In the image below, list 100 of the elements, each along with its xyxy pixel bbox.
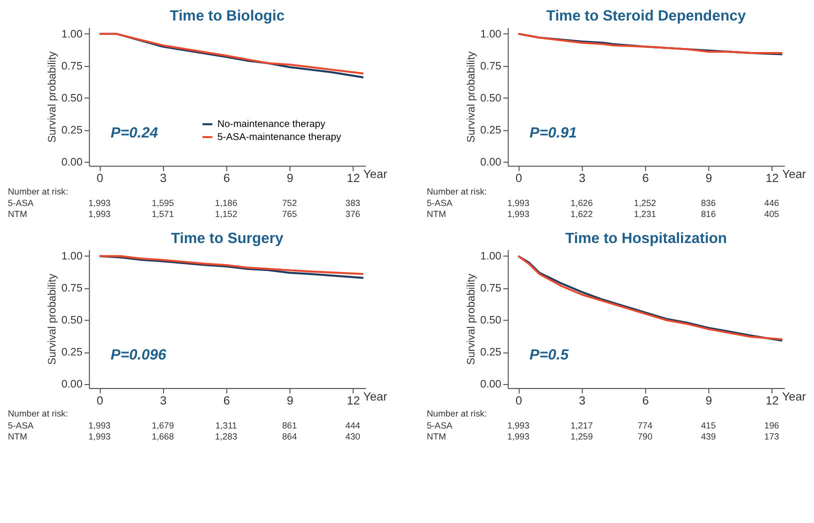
x-tick-label: 12	[766, 171, 779, 186]
x-tick-label: 9	[286, 393, 294, 408]
text: 1,993	[507, 209, 530, 220]
y-axis-title: Survival probability	[46, 273, 58, 365]
text: 836	[700, 198, 716, 208]
text: 430	[345, 431, 360, 442]
x-tick-label: 3	[160, 393, 168, 408]
text: 1,679	[152, 420, 174, 430]
text: 1,668	[152, 431, 174, 442]
y-tick-label: 0.00	[61, 378, 82, 391]
x-axis-title: Year	[782, 389, 806, 404]
x-tick-label: 6	[223, 171, 230, 186]
x-tick-label: 6	[642, 171, 650, 186]
y-tick-label: 0.50	[61, 92, 82, 104]
text: 816	[700, 209, 716, 220]
text: 405	[764, 209, 780, 220]
text: 1,571	[152, 209, 174, 220]
text: 5-ASA	[8, 420, 34, 430]
y-tick-label: 0.25	[480, 346, 502, 359]
y-tick-label: 1.00	[61, 28, 82, 40]
x-tick-label: 9	[706, 171, 713, 186]
text: 765	[282, 209, 297, 220]
text: 1,993	[88, 420, 111, 430]
y-tick-label: 0.75	[480, 60, 502, 72]
x-tick-label: 3	[578, 393, 586, 408]
text: 383	[345, 198, 360, 208]
x-tick-label: 12	[346, 393, 360, 408]
x-tick-label: 12	[766, 393, 779, 408]
y-tick-label: 0.50	[61, 314, 82, 327]
y-tick-label: 0.25	[61, 124, 82, 136]
text: 1,311	[215, 420, 237, 430]
x-tick-label: 0	[96, 393, 104, 408]
text: 5-ASA	[426, 198, 452, 208]
x-tick-label: 12	[346, 171, 360, 186]
text: 1,283	[215, 431, 238, 442]
y-axis-title: Survival probability	[465, 273, 478, 365]
text: 446	[764, 198, 780, 208]
y-tick-label: 1.00	[480, 28, 502, 40]
x-tick-label: 9	[286, 171, 294, 186]
x-tick-label: 6	[642, 393, 650, 408]
text: 790	[638, 431, 652, 442]
text: Number at risk:	[8, 186, 68, 196]
text: Number at risk:	[8, 408, 68, 419]
text: 1,252	[634, 198, 656, 208]
text: 1,993	[507, 198, 530, 208]
text: 5-ASA	[426, 420, 452, 430]
text: 1,993	[88, 198, 111, 208]
y-axis-title: Survival probability	[46, 50, 58, 143]
legend-label: 5-ASA-maintenance therapy	[217, 132, 342, 144]
y-tick-label: 0.50	[480, 92, 502, 104]
text: 774	[638, 420, 652, 430]
y-tick-label: 0.00	[480, 156, 502, 168]
y-tick-label: 1.00	[480, 250, 502, 263]
text: 415	[700, 420, 716, 430]
x-axis-title: Year	[782, 167, 806, 182]
text: 173	[764, 431, 780, 442]
text: 444	[345, 420, 360, 430]
chart-title: Time to Hospitalization	[565, 230, 727, 247]
annotation: P=0.5	[529, 348, 570, 364]
y-tick-label: 0.25	[480, 124, 502, 136]
x-tick-label: 0	[96, 171, 104, 186]
text: NTM	[8, 209, 28, 220]
text: 5-ASA	[8, 198, 34, 208]
chart-title: Time to Biologic	[170, 8, 285, 24]
y-tick-label: 0.25	[61, 346, 82, 359]
y-tick-label: 0.50	[480, 314, 502, 327]
text: 1,993	[88, 209, 111, 220]
text: 1,186	[215, 198, 238, 208]
x-tick-label: 9	[706, 393, 713, 408]
chart-title: Time to Steroid Dependency	[546, 8, 747, 24]
x-tick-label: 3	[578, 171, 586, 186]
x-tick-label: 6	[223, 393, 230, 408]
annotation: P=0.096	[110, 348, 167, 364]
text: 1,231	[634, 209, 656, 220]
text: NTM	[426, 431, 446, 442]
text: Number at risk:	[426, 186, 487, 196]
y-tick-label: 0.75	[61, 282, 82, 295]
x-tick-label: 0	[516, 171, 523, 186]
text: NTM	[8, 431, 28, 442]
y-tick-label: 0.00	[61, 156, 82, 168]
text: 1,626	[570, 198, 593, 208]
x-axis-title: Year	[363, 389, 388, 404]
text: 1,595	[152, 198, 174, 208]
text: 439	[700, 431, 716, 442]
text: 1,217	[570, 420, 593, 430]
text: Number at risk:	[426, 408, 487, 419]
y-tick-label: 0.00	[480, 378, 502, 391]
text: 196	[764, 420, 780, 430]
y-tick-label: 0.75	[61, 60, 82, 72]
text: 1,259	[570, 431, 593, 442]
y-tick-label: 0.75	[480, 282, 502, 295]
text: 1,993	[88, 431, 111, 442]
text: 1,993	[507, 431, 530, 442]
text: 376	[345, 209, 360, 220]
text: NTM	[426, 209, 446, 220]
text: 752	[282, 198, 297, 208]
annotation: P=0.24	[110, 125, 158, 142]
text: 1,622	[570, 209, 593, 220]
legend-label: No-maintenance therapy	[217, 119, 326, 130]
y-axis-title: Survival probability	[465, 50, 478, 143]
